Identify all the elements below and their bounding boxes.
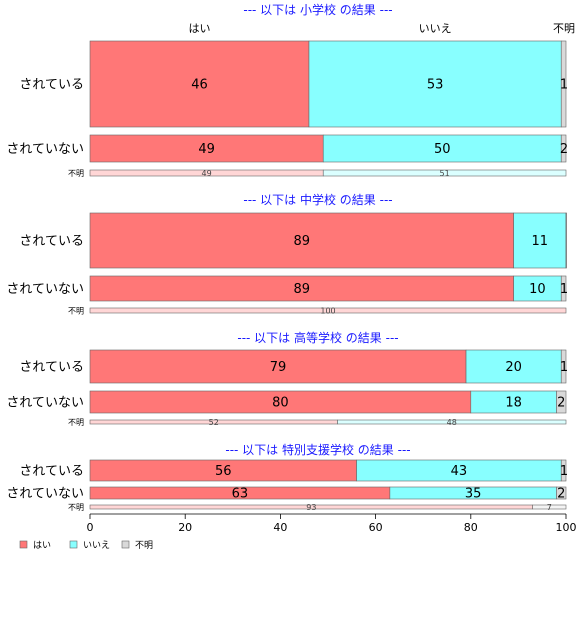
legend-label-0: はい — [33, 540, 51, 551]
bar-segment-2-0-2 — [560, 349, 567, 384]
data-label-2-1-2: 2 — [557, 396, 565, 411]
data-label-1-0-0: 89 — [294, 234, 311, 249]
bar-segment-0-1-2 — [560, 134, 567, 163]
row-label-0-2: 不明 — [68, 169, 84, 178]
data-label-2-1-0: 80 — [272, 396, 289, 411]
bar-segment-1-0-1 — [513, 212, 567, 269]
row-label-1-2: 不明 — [68, 306, 84, 315]
data-label-1-1-2: 1 — [560, 282, 568, 297]
data-label-0-0-1: 53 — [427, 78, 444, 93]
bar-segment-1-1-2 — [560, 275, 567, 302]
data-label-0-2-1: 51 — [440, 169, 450, 178]
row-label-1-1: されていない — [6, 282, 84, 297]
x-tick-label-2: 40 — [273, 521, 287, 534]
data-label-1-1-0: 89 — [294, 282, 311, 297]
data-label-0-1-0: 49 — [198, 142, 215, 157]
data-label-3-1-1: 35 — [465, 487, 482, 502]
bar-segment-2-1-2 — [556, 390, 567, 414]
row-label-3-0: されている — [19, 464, 84, 479]
row-labels: されているされていない不明されているされていない不明されているされていない不明さ… — [6, 78, 84, 512]
data-label-3-1-0: 63 — [232, 487, 249, 502]
legend-swatch-0 — [19, 540, 28, 549]
bars: 46 53 1 49 50 2 49 51 89 11 89 10 1 100 79 20 1 80 18 2 52 48… — [89, 40, 568, 512]
data-label-2-1-1: 18 — [505, 396, 522, 411]
row-label-3-2: 不明 — [68, 503, 84, 512]
bar-segment-0-0-0 — [89, 40, 310, 128]
data-label-3-0-2: 1 — [560, 464, 568, 479]
x-tick-label-1: 20 — [178, 521, 192, 534]
data-label-2-0-1: 20 — [505, 360, 522, 375]
row-label-0-0: されている — [19, 78, 84, 93]
legend-swatch-2 — [121, 540, 130, 549]
bar-segment-0-1-1 — [322, 134, 562, 163]
data-label-3-2-2: 7 — [547, 503, 552, 512]
bar-segment-0-0-1 — [308, 40, 562, 128]
legend-label-2: 不明 — [135, 540, 153, 551]
bar-segment-2-0-1 — [465, 349, 562, 384]
column-headers: はい いいえ 不明 — [188, 22, 575, 35]
bar-segment-1-0-0 — [89, 212, 514, 269]
x-tick-label-0: 0 — [87, 521, 94, 534]
row-label-1-0: されている — [19, 234, 84, 249]
panel-title-2: --- 以下は 高等学校 の結果 --- — [237, 330, 398, 345]
data-label-0-1-1: 50 — [434, 142, 451, 157]
bar-segment-3-2-2 — [532, 504, 567, 510]
data-label-1-2-0: 100 — [320, 306, 335, 315]
data-label-1-1-1: 10 — [529, 282, 546, 297]
data-label-0-2-0: 49 — [202, 169, 212, 178]
bar-segment-0-0-2 — [560, 40, 567, 128]
legend: はい いいえ 不明 — [19, 540, 153, 551]
row-label-0-1: されていない — [6, 142, 84, 157]
bar-segment-1-2-0 — [89, 307, 567, 314]
data-label-3-2-0: 93 — [306, 503, 316, 512]
panel-title-0: --- 以下は 小学校 の結果 --- — [243, 2, 392, 17]
x-tick-label-4: 80 — [464, 521, 478, 534]
data-label-0-1-2: 2 — [560, 142, 568, 157]
panel-title-3: --- 以下は 特別支援学校 の結果 --- — [225, 442, 410, 457]
data-label-3-0-1: 43 — [451, 464, 468, 479]
column-header-1: いいえ — [419, 22, 452, 35]
column-header-0: はい — [188, 22, 210, 35]
bar-segment-1-0-2 — [565, 212, 567, 269]
data-label-2-2-1: 48 — [447, 418, 457, 427]
data-label-0-0-2: 1 — [560, 78, 568, 93]
legend-label-1: いいえ — [83, 540, 110, 551]
bar-segment-3-1-2 — [556, 486, 567, 500]
data-label-1-0-1: 11 — [532, 234, 549, 249]
legend-swatch-1 — [69, 540, 78, 549]
bar-segment-1-1-0 — [89, 275, 514, 302]
bar-segment-0-1-0 — [89, 134, 324, 163]
data-label-3-0-0: 56 — [215, 464, 232, 479]
column-header-2: 不明 — [553, 22, 575, 35]
data-label-0-0-0: 46 — [191, 78, 208, 93]
bar-segment-3-0-2 — [560, 459, 567, 482]
row-label-2-0: されている — [19, 360, 84, 375]
panel-titles: --- 以下は 小学校 の結果 --- --- 以下は 中学校 の結果 --- --… — [225, 2, 410, 457]
x-tick-label-5: 100 — [556, 521, 577, 534]
bar-segment-0-2-1 — [322, 169, 567, 177]
x-tick-label-3: 60 — [369, 521, 383, 534]
x-axis: 0 20 40 60 80 100 — [87, 513, 577, 534]
row-label-3-1: されていない — [6, 487, 84, 502]
data-label-2-2-0: 52 — [209, 418, 219, 427]
data-label-3-1-2: 2 — [557, 487, 565, 502]
data-label-2-0-0: 79 — [270, 360, 287, 375]
row-label-2-1: されていない — [6, 396, 84, 411]
bar-segment-2-2-1 — [337, 419, 567, 425]
bar-segment-1-1-1 — [513, 275, 562, 302]
row-label-2-2: 不明 — [68, 418, 84, 427]
bar-segment-2-0-0 — [89, 349, 467, 384]
panel-title-1: --- 以下は 中学校 の結果 --- — [243, 192, 392, 207]
data-label-2-0-2: 1 — [560, 360, 568, 375]
